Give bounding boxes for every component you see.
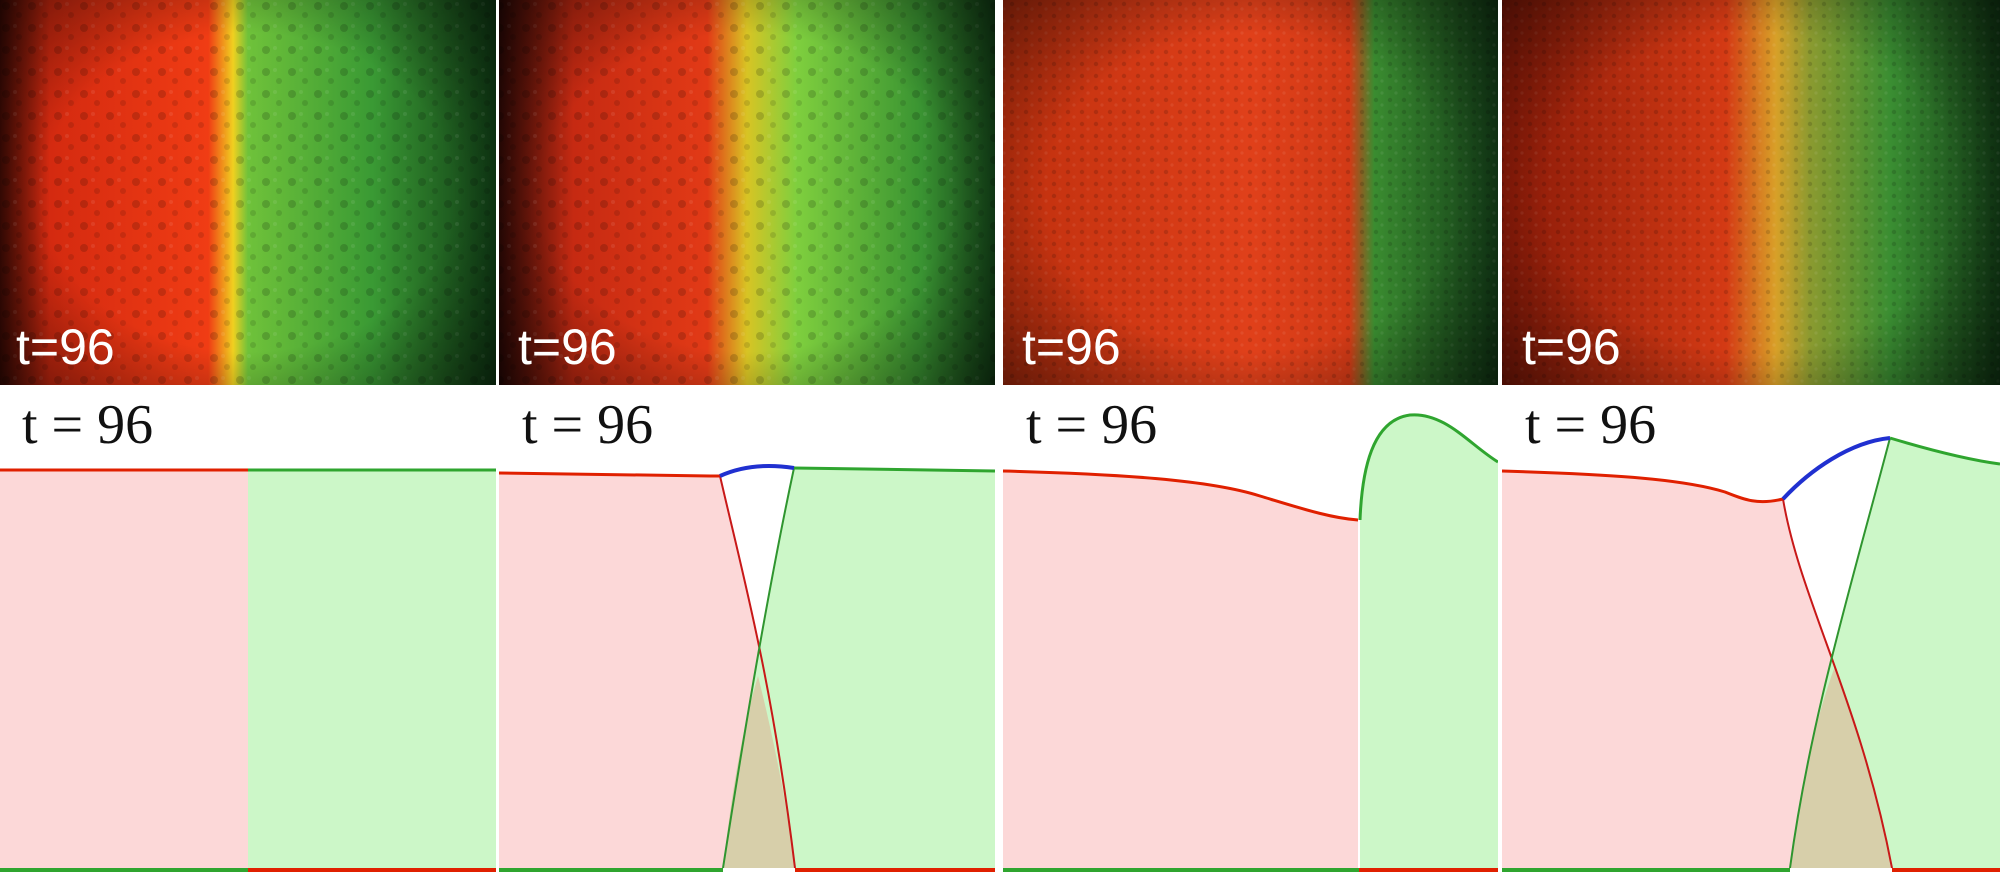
simulation-panel-2: t = 96 xyxy=(498,388,996,873)
red-density-fill xyxy=(0,470,248,870)
overlap-density-curve xyxy=(719,464,795,478)
red-front-curve xyxy=(719,475,796,869)
micrograph-time-label: t=96 xyxy=(518,319,617,375)
red-density-fill xyxy=(1502,471,1892,868)
micrograph-time-label: t=96 xyxy=(1022,319,1121,375)
green-density-curve xyxy=(793,466,996,473)
micrograph-panel-3: t=96 xyxy=(1003,0,1498,385)
micrograph-panel-1: t=96 xyxy=(0,0,496,385)
green-density-curve xyxy=(1889,436,2000,466)
simulation-time-label: t = 96 xyxy=(22,394,153,456)
green-density-fill xyxy=(1360,414,1498,868)
green-density-curve xyxy=(1358,413,1499,521)
simulation-panel-1: t = 96 xyxy=(0,388,496,873)
overlap-density-curve xyxy=(1781,436,1891,501)
red-density-curve xyxy=(498,471,720,478)
green-front-curve xyxy=(722,467,795,869)
simulation-panel-3: t = 96 xyxy=(1002,388,1499,873)
red-density-fill xyxy=(499,473,795,868)
red-density-curve xyxy=(1501,469,1784,504)
overlap-fill xyxy=(1790,666,1892,868)
micrograph-panel-4: t=96 xyxy=(1502,0,2000,385)
simulation-panel-4: t = 96 xyxy=(1501,388,2000,873)
micrograph-time-label: t=96 xyxy=(1522,319,1621,375)
micrograph-time-label: t=96 xyxy=(16,319,115,375)
green-density-fill xyxy=(723,468,995,868)
micrograph-panel-2: t=96 xyxy=(499,0,995,385)
overlap-fill xyxy=(723,676,795,868)
simulation-time-label: t = 96 xyxy=(1525,394,1656,456)
red-density-curve xyxy=(1002,469,1359,522)
simulation-time-label: t = 96 xyxy=(522,394,653,456)
red-density-fill xyxy=(1003,471,1358,868)
simulation-time-label: t = 96 xyxy=(1026,394,1157,456)
green-density-fill xyxy=(248,470,496,870)
green-front-curve xyxy=(1789,437,1891,869)
